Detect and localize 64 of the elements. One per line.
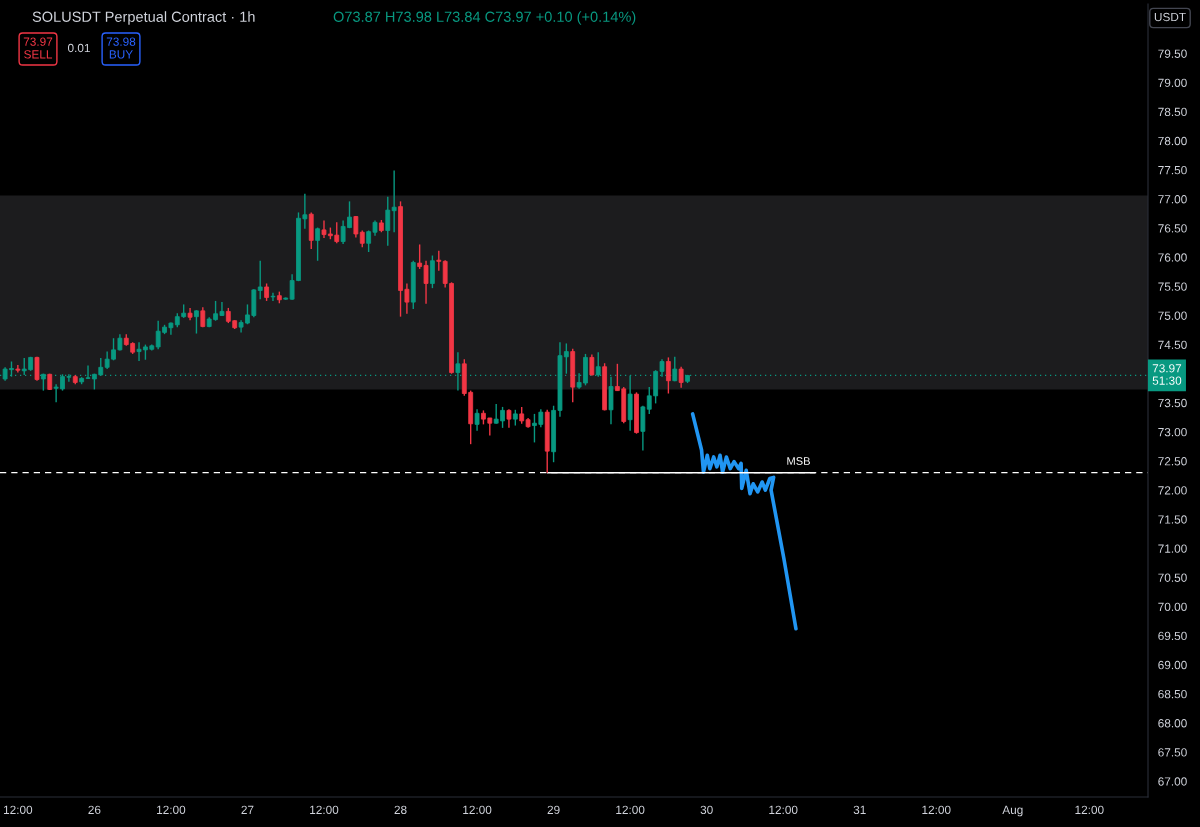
candlestick <box>436 250 442 272</box>
x-tick-label: 12:00 <box>310 805 339 814</box>
candlestick <box>315 226 321 262</box>
x-tick-label: 12:00 <box>1075 805 1104 814</box>
y-tick-label: 72.50 <box>1158 457 1187 466</box>
y-tick-label: 68.00 <box>1158 719 1187 728</box>
y-tick-label: 71.50 <box>1158 515 1187 524</box>
y-tick-label: 67.50 <box>1158 748 1187 757</box>
y-tick-label: 78.50 <box>1158 107 1187 117</box>
candlestick <box>430 254 435 289</box>
annotation: 73.98 BUY <box>106 37 136 59</box>
y-tick-label: 79.50 <box>1158 49 1187 58</box>
candlestick <box>506 408 512 429</box>
y-tick-label: 71.00 <box>1158 544 1187 553</box>
annotation: 73.97 SELL <box>23 37 53 59</box>
candlestick <box>589 353 595 377</box>
x-tick-label: 12:00 <box>769 805 798 814</box>
candlestick <box>474 408 480 432</box>
y-tick-label: 72.00 <box>1158 486 1187 495</box>
candlestick <box>608 375 614 426</box>
y-tick-label: 74.50 <box>1158 340 1187 349</box>
candlestick <box>678 366 684 389</box>
candlestick <box>257 260 263 300</box>
text: USDT <box>1154 12 1186 22</box>
ref-line-label: 73.97 51:30 <box>1152 364 1182 385</box>
chart-subtitle: O73.87 H73.98 L73.84 C73.97 +0.10 (+0.14%) <box>333 11 636 25</box>
y-tick-label: 73.50 <box>1158 398 1187 408</box>
x-tick-label: 29 <box>547 805 560 814</box>
y-tick-label: 78.00 <box>1158 136 1187 146</box>
x-tick-label: 12:00 <box>463 805 492 814</box>
x-tick-label: 12:00 <box>616 805 645 814</box>
x-tick-label: 12:00 <box>157 805 186 814</box>
y-tick-label: 69.50 <box>1158 631 1187 641</box>
x-tick-label: 30 <box>700 805 713 814</box>
candlestick <box>385 196 391 247</box>
annotation: MSB <box>787 457 810 465</box>
candlestick <box>391 169 397 233</box>
y-tick-label: 69.00 <box>1158 660 1187 670</box>
y-tick-label: 67.00 <box>1158 777 1187 786</box>
x-tick-label: 27 <box>241 805 254 814</box>
y-tick-label: 77.00 <box>1158 195 1187 204</box>
y-tick-label: 75.50 <box>1158 282 1187 291</box>
y-tick-label: 73.00 <box>1158 427 1187 437</box>
y-tick-label: 68.50 <box>1158 689 1187 699</box>
candlestick <box>194 309 199 335</box>
candlestick <box>455 351 461 392</box>
x-tick-label: 28 <box>394 805 407 814</box>
y-tick-label: 76.50 <box>1158 224 1187 233</box>
x-tick-label: 12:00 <box>3 805 33 814</box>
annotation: 0.01 <box>67 43 90 53</box>
y-tick-label: 70.00 <box>1158 602 1187 611</box>
candlestick <box>270 292 276 302</box>
y-tick-label: 79.00 <box>1158 78 1187 87</box>
x-tick-label: Aug <box>1002 805 1023 817</box>
candlestick <box>665 356 671 395</box>
y-tick-label: 70.50 <box>1158 573 1187 582</box>
candlestick <box>15 364 21 374</box>
y-tick-label: 77.50 <box>1158 165 1187 175</box>
chart-title: SOLUSDT Perpetual Contract · 1h <box>32 11 255 25</box>
y-tick-label: 76.00 <box>1158 253 1187 262</box>
x-tick-label: 12:00 <box>922 805 951 814</box>
x-tick-label: 31 <box>853 805 866 814</box>
x-tick-label: 26 <box>88 805 101 814</box>
y-tick-label: 75.00 <box>1158 311 1187 320</box>
